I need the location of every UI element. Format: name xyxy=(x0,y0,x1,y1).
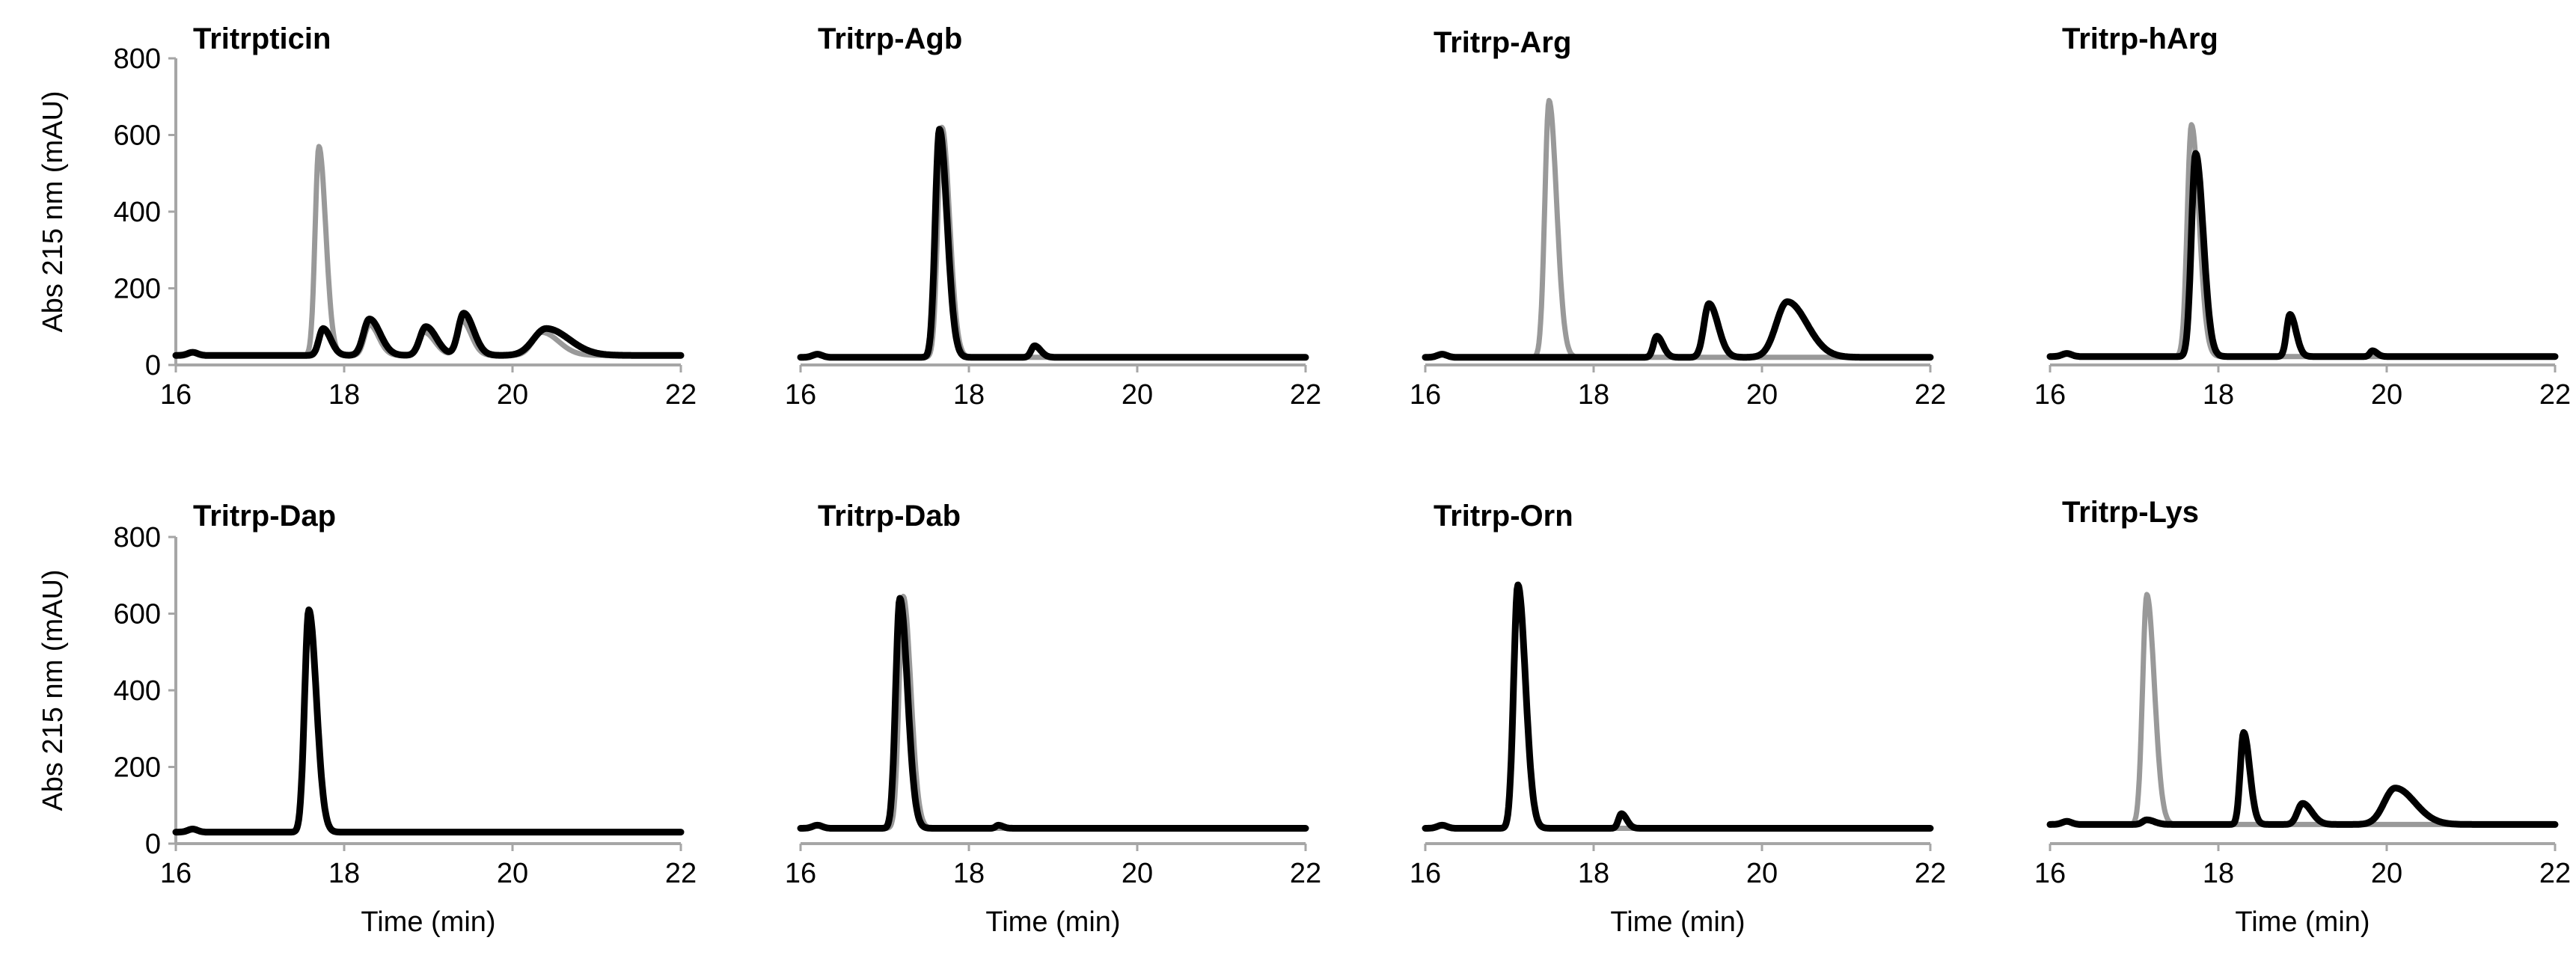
y-tick-label: 800 xyxy=(114,43,161,75)
reference-trace xyxy=(2047,122,2558,360)
y-axis-label: Abs 215 nm (mAU) xyxy=(37,569,69,811)
sample-trace xyxy=(2046,150,2559,360)
x-tick-label: 22 xyxy=(1290,858,1321,889)
y-tick-label: 200 xyxy=(114,274,161,305)
x-axis-label: Time (min) xyxy=(1610,906,1745,938)
chart-panel: 16 18 20 22 Tritrp-hArg xyxy=(2034,22,2571,411)
y-axis-label: Abs 215 nm (mAU) xyxy=(37,90,69,332)
x-tick-label: 16 xyxy=(2034,379,2066,411)
reference-trace xyxy=(798,124,1309,360)
sample-trace xyxy=(172,606,685,836)
y-tick-label: 0 xyxy=(145,829,161,860)
y-tick-label: 400 xyxy=(114,675,161,707)
y-tick-label: 0 xyxy=(145,350,161,381)
y-tick-label: 200 xyxy=(114,752,161,784)
x-tick-label: 16 xyxy=(160,858,192,889)
x-tick-label: 16 xyxy=(2034,858,2066,889)
reference-trace xyxy=(2047,592,2558,827)
x-tick-label: 16 xyxy=(160,379,192,411)
chart-panel: 16 18 20 22 0 200 400 600 800 Abs 215 nm (mAU) Tim… xyxy=(37,500,697,938)
y-tick-label: 600 xyxy=(114,120,161,152)
x-tick-label: 22 xyxy=(665,379,697,411)
x-tick-label: 18 xyxy=(953,379,985,411)
x-tick-label: 20 xyxy=(2371,858,2402,889)
x-tick-label: 22 xyxy=(1915,858,1946,889)
panel-title: Tritrp-Dap xyxy=(193,500,336,532)
x-tick-label: 16 xyxy=(1410,858,1441,889)
y-tick-label: 600 xyxy=(114,599,161,630)
x-tick-label: 22 xyxy=(1290,379,1321,411)
x-tick-label: 18 xyxy=(1578,379,1609,411)
x-tick-label: 20 xyxy=(1746,858,1778,889)
sample-trace xyxy=(172,310,685,359)
panel-title: Tritrp-Dab xyxy=(818,500,961,532)
x-tick-label: 22 xyxy=(1915,379,1946,411)
x-tick-label: 22 xyxy=(2539,858,2571,889)
x-tick-label: 18 xyxy=(2203,858,2234,889)
sample-trace xyxy=(797,595,1309,832)
x-tick-label: 18 xyxy=(1578,858,1609,889)
chart-panel: 16 18 20 22 Time (min) Tritrp-Orn xyxy=(1410,500,1946,938)
x-tick-label: 18 xyxy=(328,379,360,411)
y-tick-label: 800 xyxy=(114,522,161,553)
x-tick-label: 16 xyxy=(785,379,816,411)
chart-panel: 16 18 20 22 Time (min) Tritrp-Dab xyxy=(785,500,1321,938)
panel-title: Tritrp-Lys xyxy=(2062,496,2199,529)
x-tick-label: 20 xyxy=(1746,379,1778,411)
chart-panel: 16 18 20 22 Tritrp-Agb xyxy=(785,22,1321,411)
y-tick-label: 400 xyxy=(114,197,161,228)
x-tick-label: 18 xyxy=(953,858,985,889)
x-tick-label: 20 xyxy=(1122,379,1153,411)
chart-panel: 16 18 20 22 0 200 400 600 800 Abs 215 nm (mAU) Tri… xyxy=(37,22,697,411)
x-axis-label: Time (min) xyxy=(985,906,1120,938)
x-tick-label: 16 xyxy=(1410,379,1441,411)
x-axis-label: Time (min) xyxy=(2235,906,2370,938)
x-tick-label: 22 xyxy=(665,858,697,889)
sample-trace xyxy=(2046,728,2559,828)
x-tick-label: 18 xyxy=(2203,379,2234,411)
x-tick-label: 20 xyxy=(1122,858,1153,889)
panel-title: Tritrp-hArg xyxy=(2062,22,2218,55)
chart-panel: 16 18 20 22 Time (min) Tritrp-Lys xyxy=(2034,496,2571,938)
sample-trace xyxy=(1422,298,1934,361)
sample-trace xyxy=(1422,581,1934,832)
x-tick-label: 16 xyxy=(785,858,816,889)
panel-title: Tritrp-Arg xyxy=(1434,26,1571,59)
x-tick-label: 22 xyxy=(2539,379,2571,411)
reference-trace xyxy=(1422,584,1933,831)
x-tick-label: 20 xyxy=(2371,379,2402,411)
chart-panel: 16 18 20 22 Tritrp-Arg xyxy=(1410,26,1946,411)
panel-title: Tritrpticin xyxy=(193,22,331,55)
reference-trace xyxy=(173,611,684,835)
sample-trace xyxy=(797,126,1309,361)
reference-trace xyxy=(1422,97,1933,360)
x-axis-label: Time (min) xyxy=(361,906,495,938)
x-tick-label: 20 xyxy=(497,379,528,411)
x-tick-label: 18 xyxy=(328,858,360,889)
x-tick-label: 20 xyxy=(497,858,528,889)
panel-title: Tritrp-Orn xyxy=(1434,500,1573,532)
reference-trace xyxy=(798,593,1309,831)
panel-title: Tritrp-Agb xyxy=(818,22,962,55)
